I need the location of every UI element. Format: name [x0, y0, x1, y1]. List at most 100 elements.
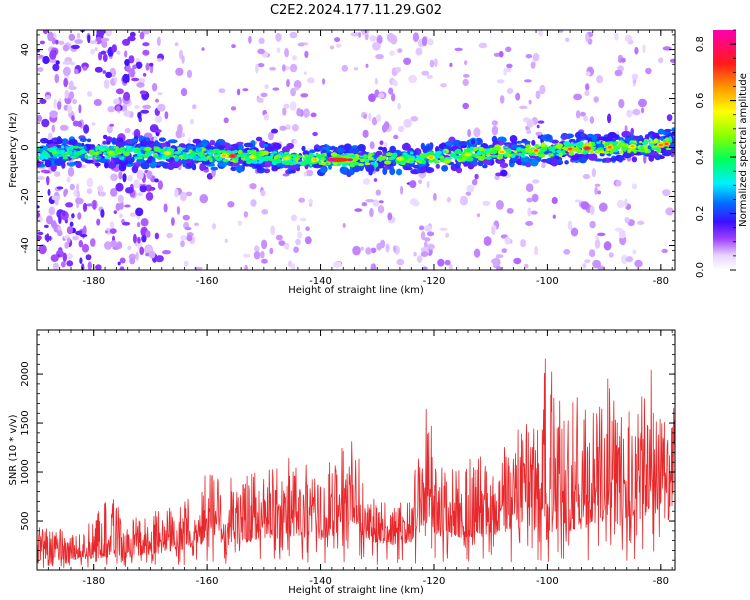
spectrogram-blob [578, 144, 582, 148]
spectrogram-blob [626, 109, 633, 118]
spectrogram-blob [54, 73, 60, 84]
spectrogram-blob [335, 43, 342, 48]
spectrogram-blob [166, 232, 173, 239]
spectrogram-blob [295, 238, 301, 246]
spectrogram-blob [403, 57, 412, 65]
spectrogram-blob [135, 251, 139, 261]
spectrogram-blob [615, 180, 622, 187]
spectrogram-blob [222, 158, 229, 163]
spectrogram-blob [550, 158, 559, 167]
spectrogram-blob [506, 208, 514, 214]
spectrogram-blob [243, 142, 254, 148]
spectrogram-blob [57, 225, 62, 232]
spectrogram-blob [644, 140, 649, 145]
y-tick-label: 1000 [20, 459, 31, 484]
spectrogram-blob [162, 250, 171, 255]
spectrogram-blob [539, 84, 546, 95]
spectrogram-blob [322, 161, 326, 166]
spectrogram-blob [530, 61, 536, 69]
spectrogram-blob [661, 152, 672, 157]
spectrogram-blob [124, 204, 131, 208]
spectrogram-blob [371, 117, 378, 126]
spectrogram-blob [669, 58, 675, 63]
spectrogram-blob [196, 147, 203, 152]
spectrogram-blob [284, 157, 289, 160]
spectrogram-blob [157, 103, 166, 112]
spectrogram-blob [66, 217, 74, 221]
spectrogram-blob [156, 142, 161, 147]
spectrogram-blob [312, 131, 318, 137]
spectrogram-blob [416, 255, 423, 263]
spectrogram-blob [369, 207, 374, 218]
spectrogram-blob [39, 40, 46, 45]
spectrogram-blob [434, 154, 440, 159]
spectrogram-blob [139, 31, 145, 40]
spectrogram-blob [289, 31, 298, 39]
spectrogram-blob [253, 250, 261, 260]
spectrogram-blob [409, 180, 417, 189]
spectrogram-blob [56, 155, 62, 158]
spectrogram-blob [496, 79, 505, 84]
spectrogram-blob [527, 158, 533, 162]
spectrogram-blob [297, 231, 303, 239]
spectrogram-blob [648, 139, 652, 142]
spectrogram-blob [643, 154, 647, 164]
spectrogram-blob [263, 143, 269, 148]
spectrogram-blob [454, 47, 463, 52]
spectrogram-blob [506, 63, 513, 69]
spectrogram-blob [624, 198, 628, 207]
spectrogram-blob [292, 160, 297, 165]
spectrogram-blob [274, 154, 282, 159]
spectrogram-blob [532, 179, 540, 184]
spectrogram-blob [62, 44, 70, 52]
spectrogram-blob [207, 150, 213, 153]
spectrogram-blob [127, 174, 133, 182]
spectrogram-blob [565, 37, 570, 43]
snr-xlabel: Height of straight line (km) [288, 585, 424, 596]
spectrogram-blob [58, 40, 65, 45]
spectrogram-blob [279, 125, 287, 131]
spectrogram-blob [37, 231, 44, 236]
spectrogram-blob [53, 98, 57, 109]
spectrogram-blob [410, 116, 419, 122]
spectrogram-blob [72, 145, 80, 149]
spectrogram-blob [495, 200, 504, 210]
spectrogram-blob [140, 218, 149, 227]
spectrogram-blob [551, 196, 558, 205]
spectrogram-blob [204, 152, 208, 155]
spectrogram-blob [127, 245, 132, 251]
spectrogram-blob [142, 73, 147, 77]
spectrogram-blob [481, 156, 487, 159]
spectrogram-blob [69, 183, 75, 191]
spectrogram-blob [625, 256, 634, 263]
spectrogram-blob [102, 146, 109, 150]
spectrogram-blob [157, 180, 163, 190]
spectrogram-blob [413, 164, 420, 169]
spectrogram-blob [147, 150, 155, 154]
spectrogram-blob [260, 189, 266, 197]
spectrogram-blob [434, 58, 438, 68]
spectrogram-blob [296, 155, 304, 158]
spectrogram-blob [529, 158, 539, 167]
spectrogram-blob [66, 176, 71, 183]
spectrogram-blob [288, 169, 296, 174]
y-tick-label: 40 [20, 43, 31, 56]
figure-title: C2E2.2024.177.11.29.G02 [270, 3, 442, 18]
spectrogram-blob [401, 143, 411, 151]
spectrogram-blob [70, 61, 75, 66]
spectrogram-blob [410, 151, 414, 155]
spectrogram-blob [55, 39, 59, 45]
spectrogram-blob [439, 158, 446, 163]
spectrogram-blob [357, 144, 366, 152]
spectrogram-blob [102, 70, 107, 74]
spectrogram-blob [568, 147, 573, 151]
spectrogram-blob [535, 90, 541, 100]
spectrogram-blob [129, 257, 136, 265]
spectrogram-blob [121, 142, 129, 146]
spectrogram-blob [525, 144, 531, 148]
spectrogram-blob [52, 150, 58, 155]
spectrogram-blob [651, 145, 658, 148]
spectrogram-blob [111, 44, 118, 53]
spectrogram-blob [39, 98, 47, 105]
spectrogram-blob [142, 49, 150, 56]
